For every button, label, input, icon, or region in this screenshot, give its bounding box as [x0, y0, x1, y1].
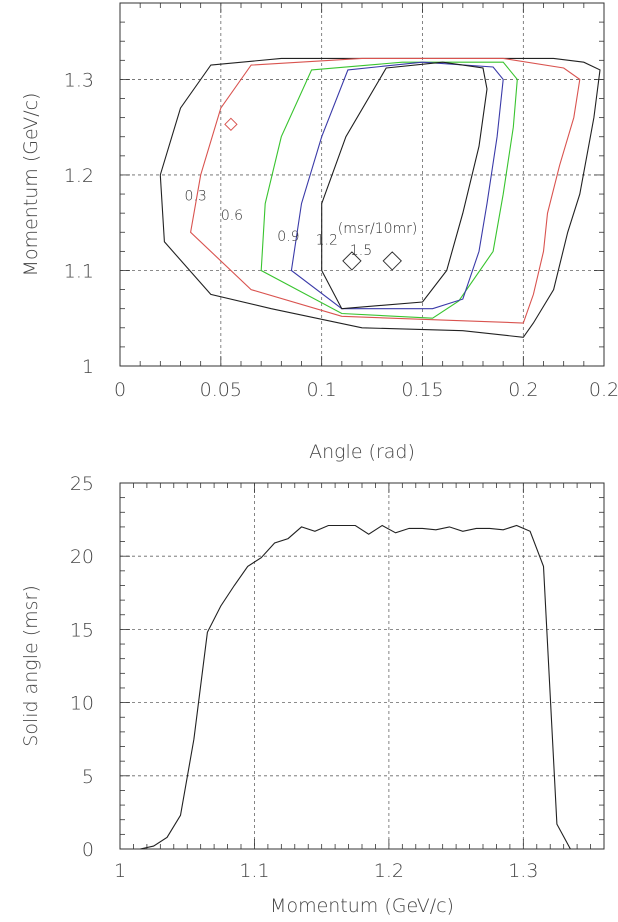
contour-y-axis-title: Momentum (GeV/c) — [20, 93, 42, 277]
contour-ticks — [119, 2, 605, 367]
diamond-marker — [342, 251, 362, 271]
contour-label-1.5: 1.5 — [350, 243, 372, 259]
contour-label-0.3: 0.3 — [185, 189, 207, 205]
contour-x-tick-labels: 0 0.05 0.1 0.15 0.2 0.2 — [114, 379, 618, 401]
contour-line-1.2 — [290, 61, 504, 310]
contour-line-0.6 — [190, 57, 581, 324]
x-tick-label: 1.2 — [374, 860, 404, 882]
y-tick-label: 1.1 — [64, 260, 94, 282]
contour-panel: 0 0.05 0.1 0.15 0.2 0.2 1 1.1 1.2 1.3 0.3 0.6 0.9 1… — [20, 2, 618, 463]
solid-angle-panel: 1 1.1 1.2 1.3 0 5 10 15 20 25 Momentum (GeV/c) S… — [20, 473, 605, 917]
contour-label-1.2: 1.2 — [316, 233, 338, 249]
contour-plot-frame — [119, 2, 605, 367]
solid-angle-y-tick-labels: 0 5 10 15 20 25 — [70, 473, 94, 861]
contour-line-0.9 — [260, 61, 518, 319]
x-tick-label: 0.15 — [401, 379, 443, 401]
contour-line-0.3 — [159, 57, 601, 338]
y-tick-label: 5 — [82, 766, 94, 788]
y-tick-label: 1.2 — [64, 165, 94, 187]
y-tick-label: 0 — [82, 839, 94, 861]
x-tick-label: 0.2 — [508, 379, 538, 401]
solid-angle-series-line — [140, 524, 571, 850]
x-tick-label: 1.1 — [239, 860, 269, 882]
contour-unit-label: (msr/10mr) — [338, 221, 418, 237]
contour-grid — [120, 3, 604, 366]
x-tick-label: 0.1 — [307, 379, 337, 401]
solid-angle-grid — [120, 483, 604, 849]
y-tick-label: 10 — [70, 693, 94, 715]
diamond-marker — [382, 251, 402, 271]
x-tick-label: 0.05 — [200, 379, 242, 401]
contour-label-0.9: 0.9 — [277, 229, 299, 245]
y-tick-label: 20 — [70, 546, 94, 568]
solid-angle-ticks — [119, 482, 605, 850]
solid-angle-x-tick-labels: 1 1.1 1.2 1.3 — [114, 860, 538, 882]
x-tick-label: 1 — [114, 860, 126, 882]
x-tick-label: 1.3 — [508, 860, 538, 882]
solid-angle-y-axis-title: Solid angle (msr) — [20, 585, 42, 746]
y-tick-label: 1 — [82, 356, 94, 378]
contour-markers — [224, 117, 402, 271]
contour-level-labels: 0.3 0.6 0.9 1.2 1.5 (msr/10mr) — [185, 189, 418, 259]
contour-lines — [159, 57, 601, 338]
y-tick-label: 25 — [70, 473, 94, 495]
contour-label-0.6: 0.6 — [221, 208, 243, 224]
x-tick-label: 0 — [114, 379, 126, 401]
x-tick-label: 0.2 — [589, 379, 618, 401]
solid-angle-plot-frame — [119, 482, 605, 850]
contour-y-tick-labels: 1 1.1 1.2 1.3 — [64, 69, 94, 378]
contour-line-1.5 — [321, 61, 488, 310]
solid-angle-x-axis-title: Momentum (GeV/c) — [270, 895, 454, 917]
y-tick-label: 15 — [70, 619, 94, 641]
contour-x-axis-title: Angle (rad) — [309, 441, 415, 463]
y-tick-label: 1.3 — [64, 69, 94, 91]
red-diamond-marker — [224, 117, 238, 132]
